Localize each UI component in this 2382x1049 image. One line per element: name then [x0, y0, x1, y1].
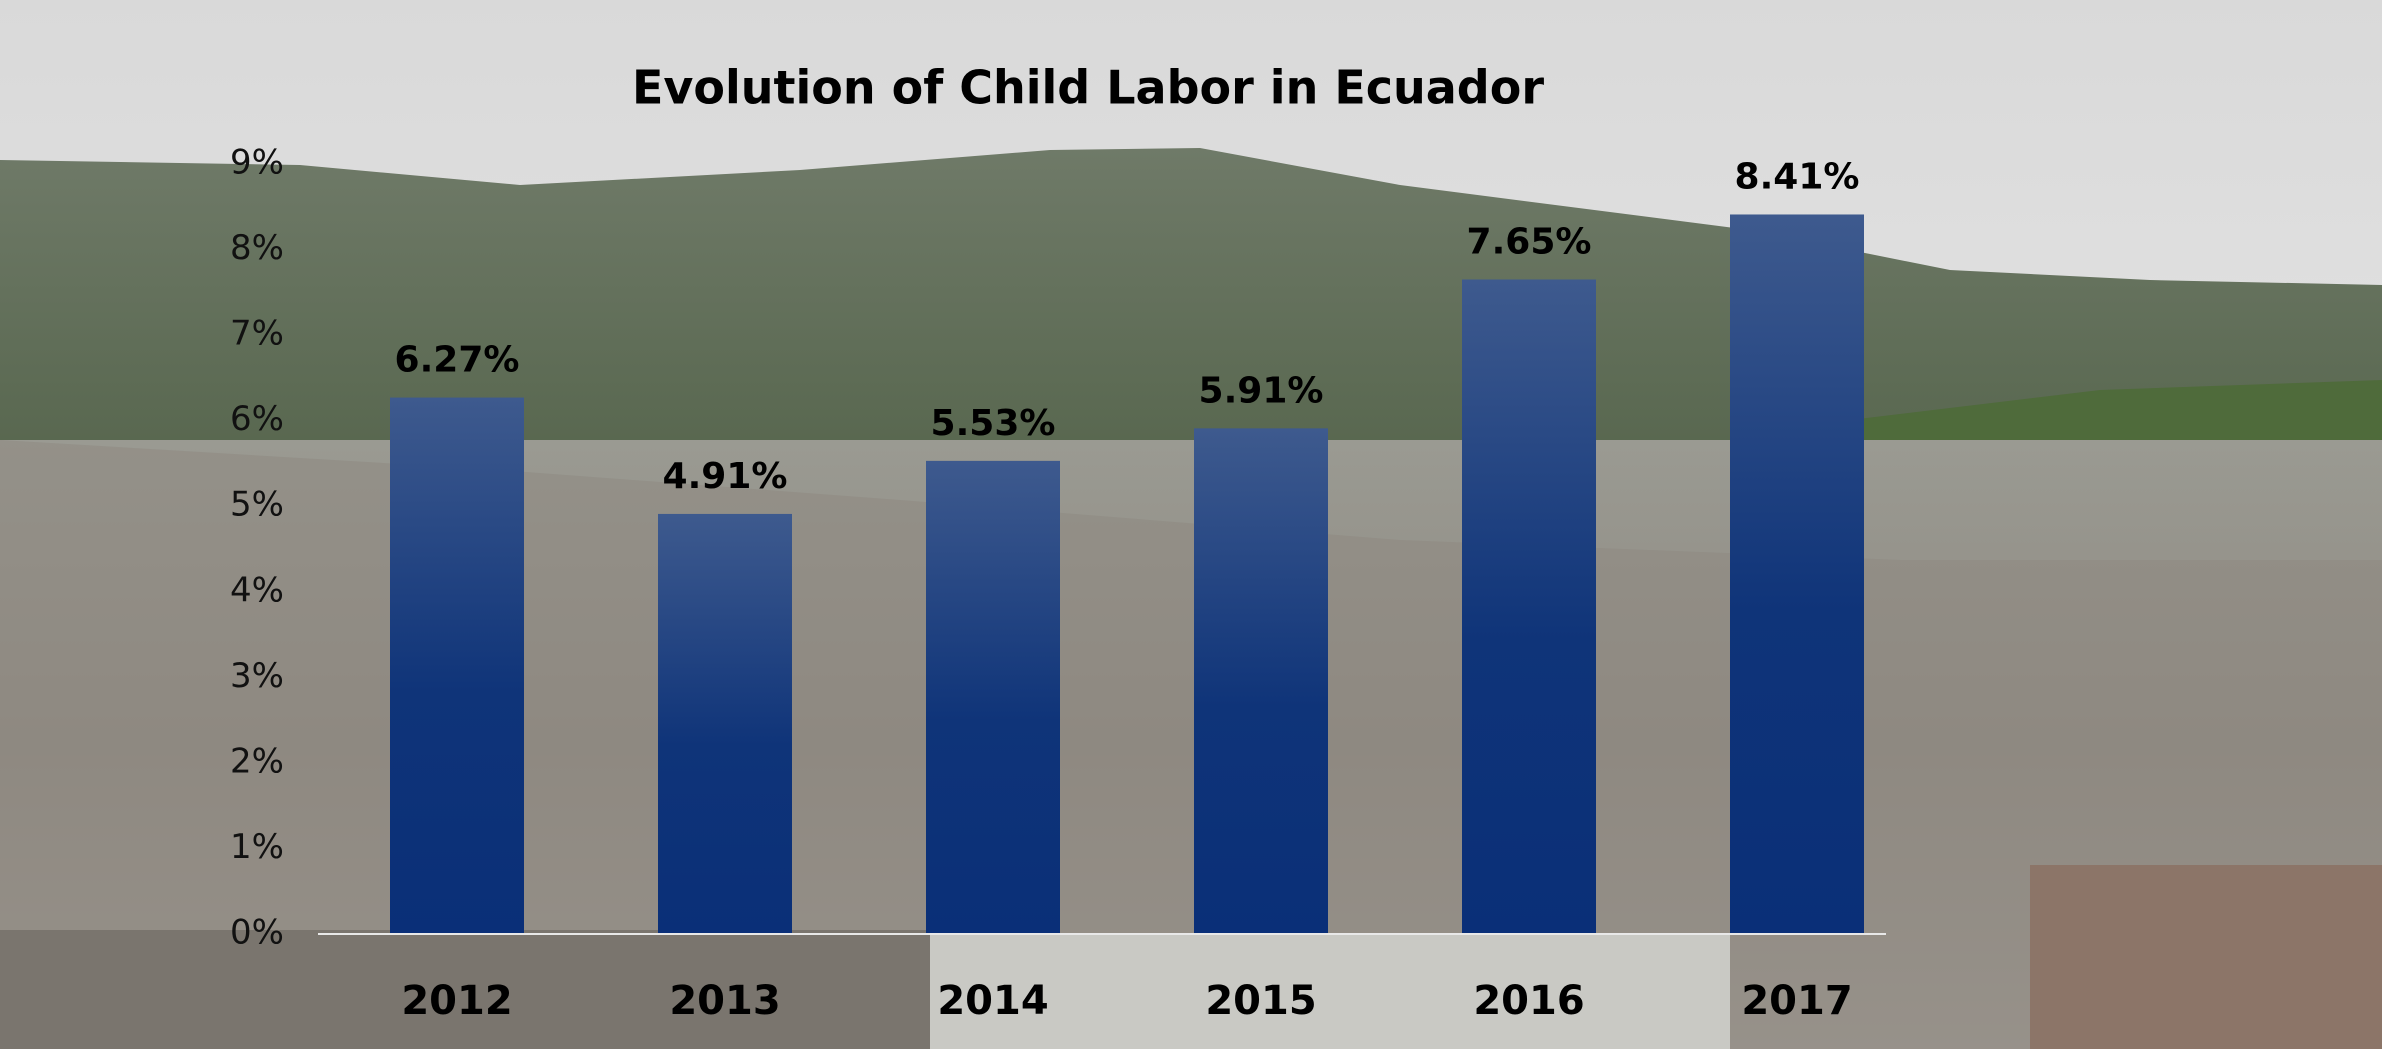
y-tick-label: 6%: [230, 399, 284, 439]
x-tick-label: 2017: [1741, 978, 1852, 1024]
y-tick-label: 2%: [230, 741, 284, 781]
y-tick-label: 8%: [230, 228, 284, 268]
value-label: 8.41%: [1735, 156, 1860, 197]
value-label: 6.27%: [395, 340, 520, 381]
x-tick-label: 2013: [669, 978, 780, 1024]
value-label: 5.91%: [1199, 370, 1324, 411]
x-tick-label: 2014: [937, 978, 1048, 1024]
y-tick-label: 7%: [230, 314, 284, 354]
bar: [1194, 428, 1328, 934]
y-tick-label: 3%: [230, 656, 284, 696]
bar: [1462, 279, 1596, 934]
value-label: 5.53%: [931, 403, 1056, 444]
value-label: 4.91%: [663, 456, 788, 497]
bar: [658, 513, 792, 934]
y-tick-label: 4%: [230, 570, 284, 610]
value-label: 7.65%: [1467, 222, 1592, 263]
bar: [926, 460, 1060, 934]
bar: [390, 397, 524, 935]
x-tick-label: 2012: [401, 978, 512, 1024]
y-tick-label: 9%: [230, 143, 284, 183]
x-tick-label: 2015: [1205, 978, 1316, 1024]
y-tick-label: 0%: [230, 913, 284, 953]
y-tick-label: 1%: [230, 827, 284, 867]
bar: [1730, 214, 1864, 934]
chart-title: Evolution of Child Labor in Ecuador: [632, 61, 1544, 115]
x-tick-label: 2016: [1473, 978, 1584, 1024]
y-tick-label: 5%: [230, 485, 284, 525]
